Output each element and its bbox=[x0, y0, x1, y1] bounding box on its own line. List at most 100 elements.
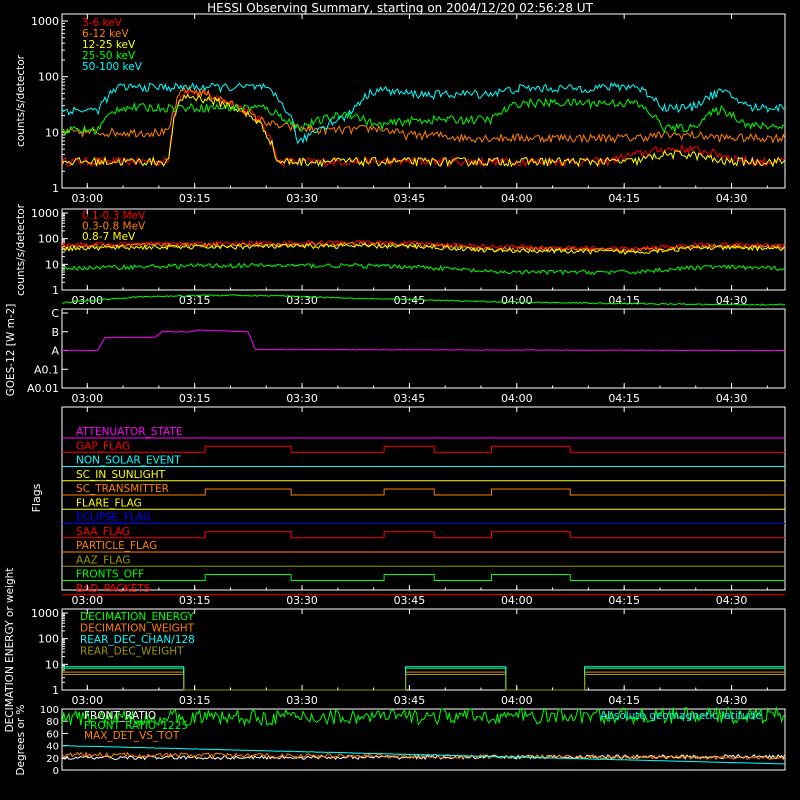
panel5-frame bbox=[61, 608, 786, 691]
panel2-ytick-label: 1 bbox=[52, 284, 59, 297]
panel4-flag-label: ECLIPSE_FLAG bbox=[76, 512, 151, 524]
panel1-legend-entry: 25-50 keV bbox=[82, 50, 136, 62]
panel4-flag-line bbox=[62, 445, 785, 453]
panel3-ytick-label: A0.01 bbox=[27, 382, 59, 395]
panel5-xtick-label: 04:15 bbox=[608, 694, 640, 707]
panel6-ytick-label: 20 bbox=[46, 754, 59, 765]
panel6-ylabel: Degrees or % bbox=[15, 704, 27, 775]
panel4-flag-label: FLARE_FLAG bbox=[76, 497, 142, 509]
panel1-ytick-label: 1 bbox=[52, 182, 59, 195]
panel2-series-line bbox=[61, 262, 786, 276]
panel6-ytick-label: 80 bbox=[46, 717, 59, 728]
panel1-legend-entry: 12-25 keV bbox=[82, 39, 136, 51]
panel5-xtick-label: 03:00 bbox=[71, 694, 103, 707]
panel5-ytick-label: 10 bbox=[45, 658, 59, 671]
panel5-legend-entry: REAR_DEC_CHAN/128 bbox=[80, 634, 195, 646]
panel5-legend-entry: REAR_DEC_WEIGHT bbox=[80, 646, 184, 658]
panel4-xtick-label: 03:30 bbox=[286, 594, 318, 607]
panel1-ytick-label: 1000 bbox=[31, 15, 59, 28]
panel2-ytick-label: 1000 bbox=[31, 207, 59, 220]
panel3-xtick-label: 03:15 bbox=[179, 392, 211, 405]
panel3-ytick-label: A0.1 bbox=[34, 363, 59, 376]
panel2-xtick-label: 03:15 bbox=[179, 294, 211, 307]
panel4-ylabel: Flags bbox=[30, 483, 43, 512]
panel4-flag-label: PARTICLE_FLAG bbox=[76, 540, 157, 552]
panel4-flag-line bbox=[62, 531, 785, 539]
panel4-flag-label: GAP_FLAG bbox=[76, 440, 130, 452]
panel6-legend-entry: MAX_DET_VS_TOT bbox=[84, 730, 180, 742]
panel5-xtick-label: 04:00 bbox=[501, 694, 533, 707]
panel6-ytick-label: 60 bbox=[46, 729, 59, 740]
panel2-xtick-label: 04:00 bbox=[501, 294, 533, 307]
panel3-xtick-label: 04:00 bbox=[501, 392, 533, 405]
panel1-xtick-label: 03:15 bbox=[179, 192, 211, 205]
panel2-series-line bbox=[61, 243, 786, 256]
panel5-ytick-label: 100 bbox=[38, 633, 59, 646]
panel1-legend-entry: 50-100 keV bbox=[82, 61, 143, 73]
panel6-series-line bbox=[61, 744, 786, 765]
panel3-xtick-label: 04:30 bbox=[716, 392, 748, 405]
panel4-flag-label: NON_SOLAR_EVENT bbox=[76, 455, 181, 467]
panel4-xtick-label: 03:00 bbox=[71, 594, 103, 607]
panel3-xtick-label: 03:30 bbox=[286, 392, 318, 405]
panel3-xtick-label: 03:00 bbox=[71, 392, 103, 405]
panel4-frame bbox=[61, 406, 786, 591]
panel6-legend-entry: FRONT_RATIO bbox=[84, 710, 156, 722]
panel1-xtick-label: 04:30 bbox=[716, 192, 748, 205]
panel1-frame bbox=[61, 13, 786, 189]
panel5-xtick-label: 03:30 bbox=[286, 694, 318, 707]
panel5-xtick-label: 03:45 bbox=[394, 694, 426, 707]
panel5-xtick-label: 03:15 bbox=[179, 694, 211, 707]
panel4-flag-label: BAD_PACKETS bbox=[76, 583, 151, 595]
panel1-xtick-label: 03:00 bbox=[71, 192, 103, 205]
panel4-xtick-label: 04:00 bbox=[501, 594, 533, 607]
panel1-series-line bbox=[61, 93, 786, 168]
plot-title: HESSI Observing Summary, starting on 200… bbox=[207, 1, 593, 15]
panel2-legend-entry: 0.3-0.8 MeV bbox=[82, 221, 146, 233]
panel2-xtick-label: 04:30 bbox=[716, 294, 748, 307]
panel1-ytick-label: 10 bbox=[45, 126, 59, 139]
panel3-xtick-label: 04:15 bbox=[608, 392, 640, 405]
panel3-ytick-label: B bbox=[51, 326, 59, 339]
panel5-ylabel: DECIMATION ENERGY or weight bbox=[4, 568, 16, 733]
panel3-ytick-label: A bbox=[51, 345, 59, 358]
panel2-ytick-label: 100 bbox=[38, 233, 59, 246]
panel3-ytick-label: C bbox=[51, 307, 59, 320]
panel4-flag-label: FRONTS_OFF bbox=[76, 569, 144, 581]
panel3-series-line bbox=[61, 329, 785, 352]
panel4-flag-label: SAA_FLAG bbox=[76, 526, 130, 538]
panel4-xtick-label: 04:15 bbox=[608, 594, 640, 607]
panel6-ytick-label: 40 bbox=[46, 742, 59, 753]
panel2-legend-entry: 0.1-0.3 MeV bbox=[82, 210, 146, 222]
panel5-legend-entry: DECIMATION_WEIGHT bbox=[80, 623, 195, 635]
panel1-ylabel: counts/s/detector bbox=[15, 54, 27, 147]
panel5-xtick-label: 04:30 bbox=[716, 694, 748, 707]
panel4-flag-label: ATTENUATOR_STATE bbox=[76, 426, 182, 438]
panel6-series-line bbox=[61, 706, 786, 727]
panel6-ytick-label: 100 bbox=[40, 705, 59, 716]
panel5-ytick-label: 1000 bbox=[31, 607, 59, 620]
panel1-legend-entry: 3-6 keV bbox=[82, 17, 123, 29]
panel4-flag-line bbox=[62, 488, 785, 496]
panel5-series-line bbox=[62, 674, 785, 691]
panel3-frame bbox=[61, 308, 786, 389]
panel5-ytick-label: 1 bbox=[52, 684, 59, 697]
panel2-legend-entry: 0.8-7 MeV bbox=[82, 231, 136, 243]
panel2-ylabel: counts/s/detector bbox=[15, 203, 27, 296]
panel3-series-line bbox=[61, 294, 786, 306]
panel1-legend-entry: 6-12 keV bbox=[82, 28, 129, 40]
panel6-legend-entry: FRONT_RATIO_1225 bbox=[84, 720, 188, 732]
panel6-series-line bbox=[61, 751, 786, 761]
panel5-legend-entry: DECIMATION_ENERGY bbox=[80, 611, 194, 623]
panel2-xtick-label: 04:15 bbox=[608, 294, 640, 307]
panel1-series-line bbox=[61, 97, 786, 136]
panel1-xtick-label: 03:45 bbox=[394, 192, 426, 205]
panel4-xtick-label: 03:45 bbox=[394, 594, 426, 607]
panel2-xtick-label: 03:30 bbox=[286, 294, 318, 307]
panel1-xtick-label: 04:00 bbox=[501, 192, 533, 205]
panel1-series-line bbox=[61, 81, 786, 145]
panel4-flag-label: SC_TRANSMITTER bbox=[76, 483, 169, 495]
panel4-xtick-label: 04:30 bbox=[716, 594, 748, 607]
panel2-frame bbox=[61, 208, 786, 291]
panel6-frame bbox=[61, 708, 786, 771]
